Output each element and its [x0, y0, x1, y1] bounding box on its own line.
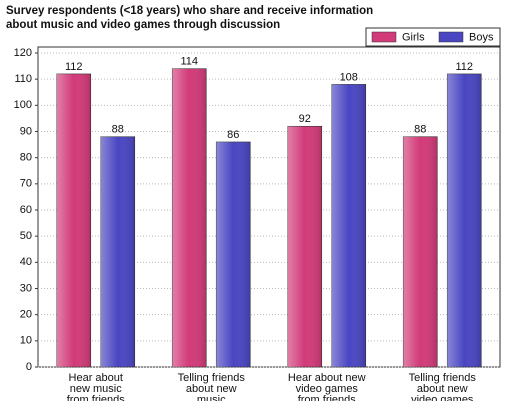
y-tick-label: 90 [20, 125, 32, 137]
data-label: 114 [180, 56, 198, 68]
y-tick-label: 70 [20, 178, 32, 190]
data-label: 88 [414, 124, 426, 136]
y-tick-label: 10 [20, 335, 32, 347]
y-tick-label: 80 [20, 152, 32, 164]
bar-shade [56, 73, 91, 367]
y-tick-label: 100 [14, 99, 32, 111]
data-label: 112 [455, 61, 473, 73]
y-tick-label: 20 [20, 309, 32, 321]
y-tick-label: 40 [20, 256, 32, 268]
y-tick-label: 0 [26, 361, 32, 373]
x-tick-label: video games [411, 394, 474, 401]
x-tick-label: about new [417, 383, 468, 395]
bar-shade [287, 126, 322, 368]
legend-box [365, 27, 501, 47]
y-tick-label: 50 [20, 230, 32, 242]
x-tick-label: Hear about new [288, 372, 366, 384]
x-tick-label: music [197, 394, 226, 401]
bar-shade [331, 84, 366, 368]
x-tick-label: new music [70, 383, 122, 395]
x-tick-label: Hear about [69, 372, 123, 384]
x-tick-label: Telling friends [409, 372, 477, 384]
x-tick-label: from friends [298, 394, 357, 401]
bar-shade [216, 141, 251, 367]
legend-label: Girls [402, 31, 425, 43]
x-tick-label: Telling friends [178, 372, 246, 384]
bar-shade [403, 136, 438, 367]
x-tick-label: video games [296, 383, 359, 395]
y-tick-label: 120 [14, 47, 32, 59]
y-tick-label: 60 [20, 204, 32, 216]
bar-shade [172, 68, 207, 367]
x-tick-label: about new [186, 383, 237, 395]
y-tick-label: 110 [14, 73, 32, 85]
legend-swatch [371, 31, 397, 43]
bar-shade [447, 73, 482, 367]
data-label: 86 [227, 129, 239, 141]
legend-label: Boys [469, 31, 494, 43]
x-tick-label: from friends [67, 394, 126, 401]
data-label: 108 [340, 71, 358, 83]
data-label: 112 [65, 61, 83, 73]
chart-title: Survey respondents (<18 years) who share… [6, 5, 374, 31]
data-label: 88 [112, 124, 124, 136]
y-tick-label: 30 [20, 282, 32, 294]
data-label: 92 [299, 113, 311, 125]
legend-swatch [438, 31, 464, 43]
bar-shade [100, 136, 135, 367]
